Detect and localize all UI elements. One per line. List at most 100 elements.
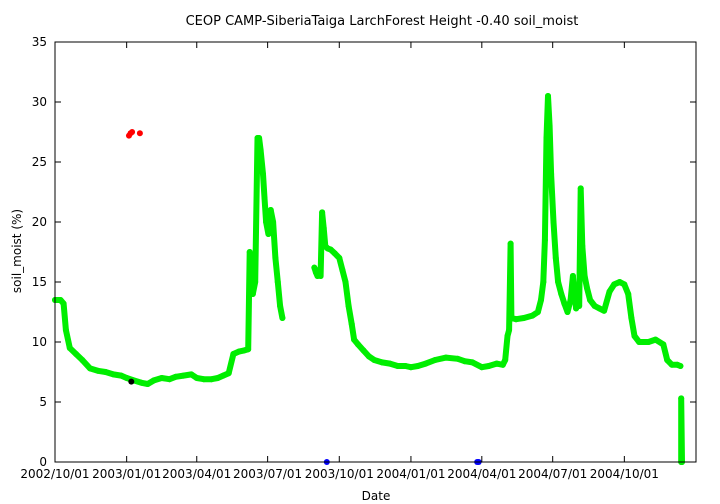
data-point [513, 316, 520, 323]
data-point [502, 357, 509, 363]
data-point [267, 207, 274, 213]
data-point [571, 291, 578, 297]
data-point [158, 375, 165, 381]
data-point [469, 359, 476, 366]
data-point [62, 327, 69, 333]
series-0 [52, 93, 685, 465]
data-point [508, 315, 515, 321]
data-point [442, 354, 449, 361]
data-point [265, 231, 272, 237]
data-point [454, 355, 461, 362]
data-point [601, 307, 608, 314]
chart-title: CEOP CAMP-SiberiaTaiga LarchForest Heigh… [186, 14, 579, 29]
data-point [336, 255, 343, 261]
data-point [394, 363, 401, 369]
y-tick-label: 0 [39, 455, 47, 469]
data-point [558, 291, 565, 297]
data-point [478, 364, 485, 371]
x-tick-label: 2002/10/01 [20, 467, 89, 481]
data-point [66, 345, 73, 351]
data-point [252, 279, 259, 285]
series-line [678, 395, 685, 465]
x-tick-label: 2004/01/01 [376, 467, 445, 481]
data-point [327, 246, 334, 253]
data-point [628, 315, 635, 321]
x-tick-label: 2003/04/01 [162, 467, 231, 481]
y-tick-label: 30 [32, 95, 47, 109]
y-tick-label: 5 [39, 395, 47, 409]
data-point [274, 279, 281, 285]
data-point [555, 279, 562, 285]
data-point [540, 279, 547, 285]
data-point [230, 351, 237, 357]
data-point [581, 273, 588, 279]
data-point [529, 312, 536, 319]
data-point [263, 219, 270, 225]
series-layer [52, 93, 685, 465]
x-tick-label: 2003/10/01 [305, 467, 374, 481]
data-point [520, 315, 527, 321]
x-tick-label: 2003/01/01 [92, 467, 161, 481]
data-point [87, 365, 94, 372]
x-tick-label: 2004/07/01 [518, 467, 587, 481]
data-point [550, 219, 557, 225]
data-point [345, 303, 352, 309]
data-point [279, 315, 286, 321]
data-point [102, 369, 109, 375]
data-point [365, 353, 372, 360]
data-point [493, 360, 500, 367]
data-point [235, 348, 242, 355]
data-point [402, 363, 409, 369]
x-axis: 2002/10/01 2003/01/01 2003/04/01 2003/07/01… [20, 42, 659, 481]
data-point [611, 281, 618, 288]
data-point [606, 288, 613, 295]
data-point [319, 209, 326, 216]
data-point [645, 339, 652, 345]
data-point [569, 273, 576, 279]
x-tick-label: 2003/07/01 [233, 467, 302, 481]
data-point [129, 129, 136, 135]
data-point [552, 255, 559, 261]
data-point [534, 309, 541, 315]
y-axis-label: soil_moist (%) [10, 209, 24, 293]
data-point [128, 378, 135, 385]
data-point [461, 358, 468, 365]
data-point [316, 267, 323, 273]
data-point [166, 376, 173, 383]
data-point [432, 357, 439, 363]
data-point [79, 357, 86, 363]
data-point [270, 219, 277, 225]
y-tick-label: 20 [32, 215, 47, 229]
data-point [652, 336, 659, 343]
data-point [245, 346, 252, 353]
data-point [631, 333, 638, 339]
series-line [311, 93, 684, 371]
data-point [123, 375, 130, 381]
data-point [94, 367, 101, 374]
data-point [507, 240, 514, 247]
data-point [664, 357, 671, 363]
data-point [257, 147, 264, 153]
data-point [579, 243, 586, 249]
y-tick-label: 15 [32, 275, 47, 289]
data-point [320, 225, 327, 231]
data-point [331, 250, 338, 257]
data-point [277, 303, 284, 309]
data-point [73, 351, 80, 357]
data-point [311, 264, 318, 271]
data-point [214, 375, 221, 381]
data-point [485, 363, 492, 369]
data-point [342, 279, 349, 285]
data-point [576, 303, 583, 309]
x-axis-label: Date [362, 489, 391, 503]
data-point [225, 370, 232, 377]
data-point [506, 327, 513, 333]
data-point [172, 373, 179, 380]
data-point [249, 291, 256, 297]
data-point [678, 395, 685, 402]
data-point [567, 297, 574, 303]
data-point [591, 303, 598, 309]
data-point [272, 255, 279, 261]
data-point [414, 363, 421, 369]
